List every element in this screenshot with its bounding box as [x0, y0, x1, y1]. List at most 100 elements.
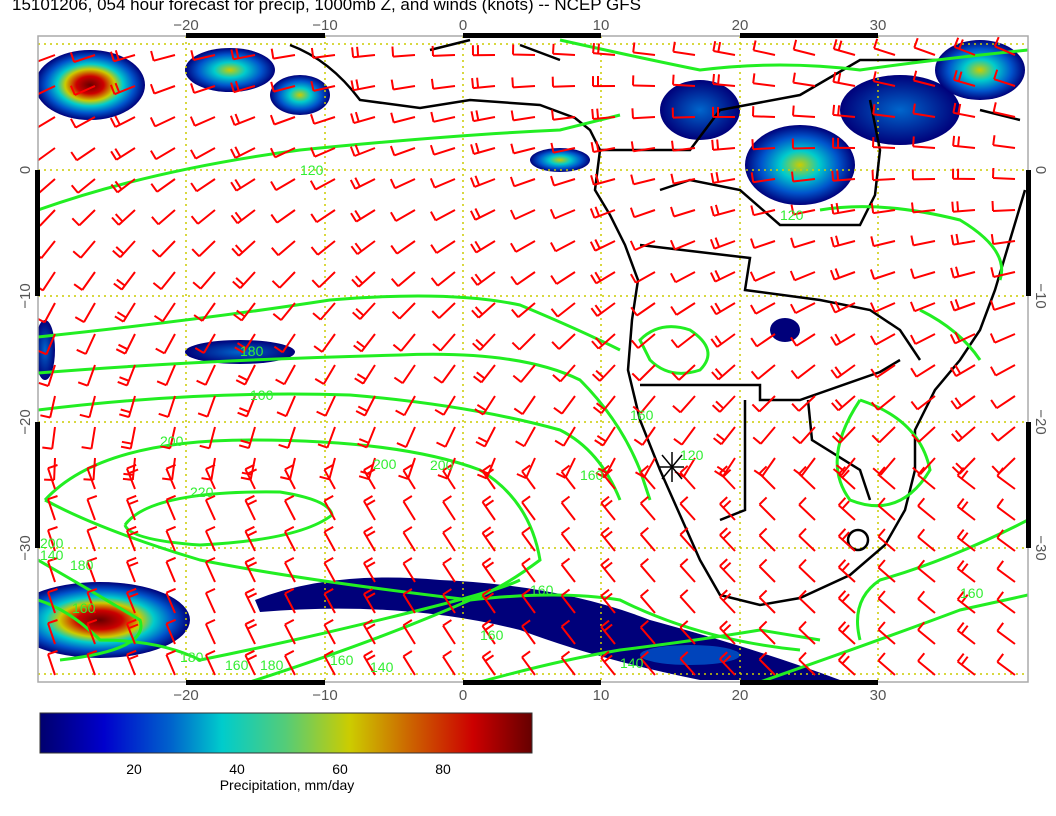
geopotential-contours	[38, 38, 1028, 682]
wind-barb	[952, 102, 976, 118]
wind-barb	[909, 301, 936, 313]
wind-barb	[363, 588, 376, 614]
wind-barb	[150, 50, 176, 62]
wind-barb	[709, 269, 736, 283]
wind-barb	[758, 496, 776, 521]
wind-barb	[233, 302, 256, 322]
wind-barb	[442, 650, 456, 676]
wind-barb	[751, 395, 776, 413]
wind-barb	[758, 465, 776, 490]
axis-bar	[1026, 170, 1031, 296]
axis-bar	[186, 680, 325, 685]
wind-barb	[119, 395, 136, 419]
wind-barb	[949, 299, 976, 312]
wind-barb	[629, 240, 656, 251]
wind-barb	[442, 495, 456, 521]
wind-barb	[353, 333, 376, 353]
wind-barb	[639, 651, 656, 676]
wind-barb	[679, 620, 696, 645]
wind-barb	[38, 302, 56, 324]
wind-barb	[38, 364, 56, 387]
wind-barb	[831, 170, 856, 182]
lat-tick: 0	[17, 166, 34, 174]
wind-barb	[910, 268, 936, 280]
wind-barb	[270, 48, 296, 60]
wind-barb	[830, 364, 856, 379]
wind-barb	[631, 108, 656, 120]
wind-barb	[679, 465, 696, 490]
wind-barb	[510, 110, 536, 122]
wind-barb	[750, 172, 776, 184]
contour-label: 160	[225, 657, 249, 673]
wind-barb	[363, 464, 376, 490]
wind-barb	[911, 202, 936, 214]
wind-barb	[197, 395, 216, 418]
wind-barb	[244, 587, 258, 614]
wind-barb	[430, 209, 456, 222]
wind-barb	[912, 136, 936, 149]
wind-barb	[872, 137, 896, 149]
wind-barb	[837, 559, 856, 583]
colorbar: 20 40 60 80 Precipitation, mm/day	[39, 712, 533, 793]
contour-label: 180	[240, 343, 264, 359]
wind-barb	[670, 173, 696, 185]
wind-barb	[316, 395, 336, 417]
wind-barb	[402, 588, 416, 614]
wind-barb	[798, 465, 816, 490]
axis-bar	[35, 170, 40, 296]
wind-barb	[162, 457, 176, 481]
wind-barb	[38, 116, 56, 129]
wind-barb	[632, 395, 656, 414]
wind-barb	[230, 146, 256, 159]
wind-barb	[750, 238, 776, 250]
axis-bar	[463, 680, 601, 685]
wind-barb	[630, 174, 656, 186]
wind-barb	[470, 142, 496, 155]
wind-barb	[673, 426, 696, 446]
wind-barb	[790, 333, 816, 347]
wind-barb	[990, 300, 1016, 311]
wind-barb	[47, 619, 58, 645]
wind-barb	[430, 78, 456, 90]
contour-label: 160	[480, 627, 504, 643]
wind-barb	[912, 70, 936, 87]
colorbar-tick: 20	[126, 761, 142, 777]
wind-barb	[511, 333, 536, 351]
wind-barb	[237, 395, 256, 418]
colorbar-label: Precipitation, mm/day	[220, 777, 355, 793]
wind-barb	[912, 103, 936, 118]
wind-barb	[402, 464, 416, 490]
lat-ticks-left: 0 −10 −20 −30	[17, 166, 34, 561]
wind-barb	[284, 619, 296, 645]
wind-barb	[470, 271, 496, 286]
wind-barb	[309, 178, 336, 191]
wind-barb	[910, 235, 936, 247]
wind-barb	[363, 619, 376, 645]
wind-barb	[357, 426, 376, 449]
wind-barb	[798, 527, 816, 552]
wind-barb	[990, 395, 1016, 410]
wind-barb	[829, 300, 856, 314]
wind-barb	[481, 526, 496, 552]
wind-barb	[877, 590, 896, 614]
wind-barb	[510, 240, 536, 253]
wind-barb	[719, 465, 736, 490]
contour-label: 140	[370, 659, 394, 675]
contour-label: 200	[40, 535, 64, 551]
wind-barb	[231, 240, 256, 257]
colorbar-tick: 80	[435, 761, 451, 777]
wind-barb	[790, 364, 816, 380]
wind-barb	[600, 464, 616, 490]
wind-barb	[750, 205, 776, 217]
colorbar-tick: 40	[229, 761, 245, 777]
lon-tick: 30	[870, 687, 887, 704]
wind-barb	[278, 426, 296, 449]
wind-barb	[639, 496, 656, 521]
wind-barb	[79, 395, 96, 419]
wind-barb	[190, 178, 216, 193]
wind-barb	[956, 652, 976, 676]
wind-barb	[798, 651, 816, 676]
wind-barb	[870, 203, 896, 215]
wind-barb	[481, 650, 496, 676]
lat-ticks-right: 0 −10 −20 −30	[1032, 166, 1049, 561]
